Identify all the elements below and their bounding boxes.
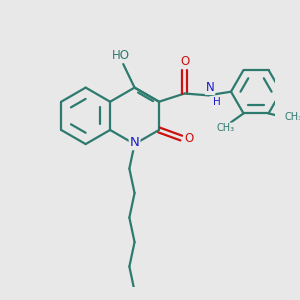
Text: O: O xyxy=(185,132,194,145)
Text: HO: HO xyxy=(112,49,130,62)
Text: CH₃: CH₃ xyxy=(284,112,300,122)
Text: CH₃: CH₃ xyxy=(216,123,234,134)
Text: O: O xyxy=(180,55,189,68)
Text: H: H xyxy=(213,97,221,107)
Text: N: N xyxy=(130,136,140,149)
Text: N: N xyxy=(206,81,214,94)
